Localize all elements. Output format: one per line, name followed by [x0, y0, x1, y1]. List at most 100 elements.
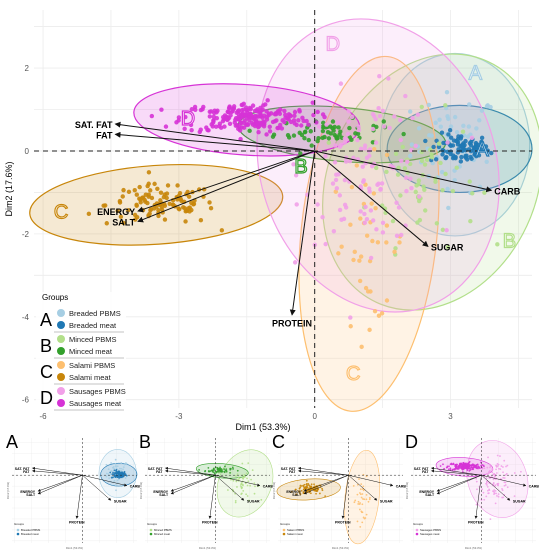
data-point: [502, 476, 505, 479]
data-point: [443, 171, 448, 177]
data-point: [255, 121, 260, 127]
data-point: [300, 485, 303, 487]
legend-entry: Minced PBMS: [154, 528, 172, 532]
data-point: [493, 493, 495, 496]
data-point: [354, 499, 357, 502]
data-point: [264, 114, 270, 120]
data-point: [434, 221, 440, 226]
data-point: [208, 205, 214, 211]
data-point: [462, 466, 464, 469]
data-point: [293, 173, 299, 178]
data-point: [321, 489, 324, 492]
data-point: [368, 255, 374, 261]
legend-swatch: [149, 532, 153, 536]
data-point: [495, 242, 500, 247]
data-point: [217, 121, 223, 126]
legend-group-letter: A: [40, 310, 52, 330]
data-point: [466, 469, 469, 472]
data-point: [165, 183, 171, 188]
data-point: [219, 470, 222, 472]
data-point: [198, 107, 204, 113]
data-point: [189, 200, 194, 206]
data-point: [397, 240, 402, 245]
data-point: [446, 132, 451, 137]
data-point: [393, 151, 399, 156]
data-point: [438, 160, 443, 166]
data-point: [109, 471, 112, 474]
data-point: [486, 489, 489, 492]
data-point: [115, 489, 117, 492]
data-point: [496, 494, 498, 497]
ellipse-letter: A: [476, 139, 490, 161]
loading-arrow: [303, 474, 349, 495]
data-point: [207, 466, 210, 469]
data-point: [492, 478, 495, 481]
data-point: [452, 463, 454, 466]
data-point: [464, 462, 467, 465]
data-point: [436, 144, 442, 150]
loading-arrow: [215, 475, 245, 501]
data-point: [467, 179, 472, 184]
data-point: [326, 140, 331, 145]
data-point: [207, 470, 210, 472]
data-point: [105, 475, 108, 478]
data-point: [479, 135, 485, 141]
data-point: [413, 189, 418, 195]
loading-label: FAT: [289, 470, 296, 474]
data-point: [282, 119, 287, 125]
data-point: [392, 249, 397, 255]
data-point: [245, 122, 251, 128]
data-point: [113, 479, 116, 482]
data-point: [294, 122, 299, 128]
data-point: [316, 124, 322, 129]
data-point: [292, 113, 297, 119]
x-axis-label: Dim1 (53.3%): [66, 546, 83, 550]
data-point: [315, 202, 320, 207]
y-tick-label: -2: [22, 230, 30, 239]
ellipse-letter: B: [294, 156, 307, 178]
data-point: [378, 187, 383, 192]
data-point: [118, 473, 121, 476]
data-point: [162, 217, 168, 222]
data-point: [197, 129, 202, 135]
loading-arrow: [436, 474, 482, 492]
data-point: [116, 465, 119, 468]
data-point: [267, 124, 272, 129]
data-point: [230, 467, 232, 470]
data-point: [310, 483, 313, 486]
data-point: [370, 238, 375, 244]
data-point: [341, 216, 347, 222]
loading-arrow: [436, 474, 482, 495]
data-point: [433, 157, 439, 162]
data-point: [120, 485, 123, 488]
loading-label: PROTEIN: [468, 520, 484, 524]
data-point: [474, 145, 480, 150]
data-point: [445, 149, 450, 154]
data-point: [356, 520, 359, 523]
data-point: [505, 472, 508, 475]
loading-label: ENERGY: [286, 490, 301, 494]
x-tick-label: 3: [448, 412, 453, 421]
data-point: [253, 482, 256, 485]
data-point: [377, 113, 383, 119]
y-tick-label: 0: [25, 147, 30, 156]
data-point: [489, 463, 491, 466]
legend-entry: Minced meat: [154, 532, 170, 536]
data-point: [475, 503, 478, 506]
data-point: [182, 206, 188, 211]
data-point: [345, 131, 351, 137]
data-point: [371, 191, 377, 196]
data-point: [124, 477, 127, 479]
data-point: [403, 175, 409, 181]
data-point: [487, 456, 489, 459]
data-point: [298, 487, 301, 490]
data-point: [506, 464, 509, 467]
data-point: [148, 206, 154, 212]
data-point: [496, 465, 499, 467]
data-point: [211, 120, 216, 125]
data-point: [240, 482, 243, 484]
data-point: [110, 470, 113, 472]
data-point: [358, 184, 363, 189]
data-point: [333, 143, 338, 148]
